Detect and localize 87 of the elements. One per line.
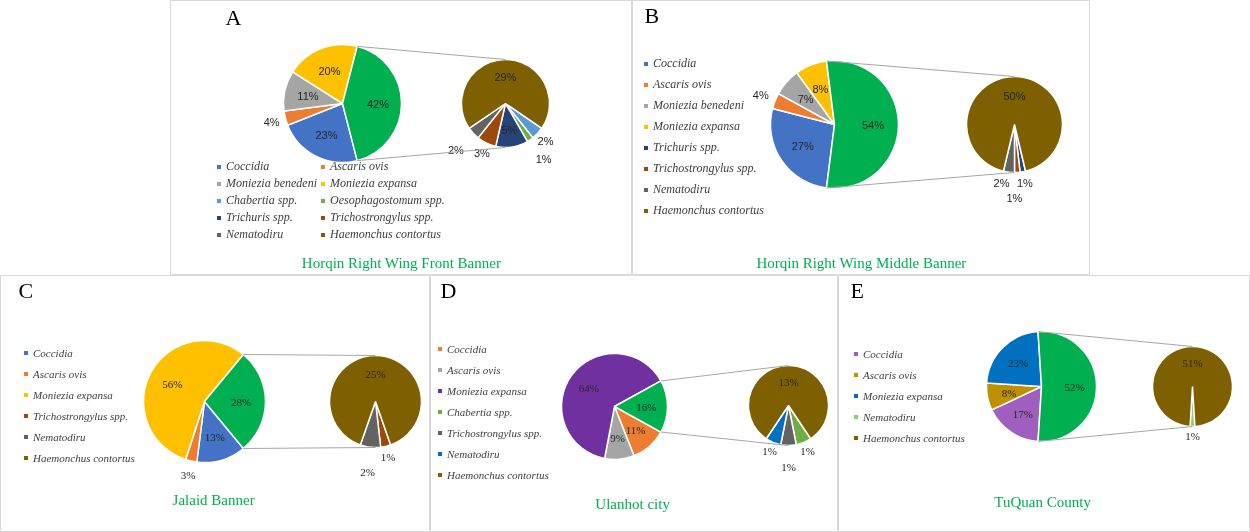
legend-label: Moniezia expansa [329, 176, 417, 191]
legend-label: Nematodiru [33, 429, 86, 445]
legend-label: Haemonchus contortus [329, 227, 441, 242]
legend-label: Ascaris ovis [863, 367, 917, 383]
text: A [225, 5, 242, 30]
data-label: 8% [1001, 386, 1017, 399]
data-label: 52% [1064, 380, 1085, 393]
legend-label: Trichostrongylus spp. [33, 408, 128, 424]
legend-label: Ascaris ovis [447, 362, 501, 378]
text: TuQuan County [994, 493, 1092, 510]
legend-label: Nematodiru [863, 409, 916, 425]
data-label: 54% [861, 118, 885, 131]
data-label: 56% [162, 377, 183, 390]
data-label: 8% [812, 82, 829, 95]
data-label: 11% [297, 89, 319, 102]
data-label: 13% [778, 375, 799, 388]
legend-label: Moniezia expansa [653, 118, 740, 135]
legend-label: Haemonchus contortus [447, 467, 549, 483]
data-label: 5% [501, 123, 518, 136]
legend-label: Chabertia spp. [447, 404, 513, 420]
legend-label: Nematodiru [226, 227, 284, 242]
data-label: 1% [781, 461, 796, 474]
data-label: 1% [762, 445, 777, 458]
data-label: 1% [1185, 430, 1200, 443]
legend-label: Oesophagostomum spp. [329, 193, 445, 208]
text: B [644, 3, 660, 28]
legend-label: Haemonchus contortus [33, 450, 135, 466]
text: C [18, 278, 34, 303]
data-label: 23% [315, 129, 338, 142]
legend-label: Chabertia spp. [226, 193, 298, 208]
data-label: 16% [636, 400, 657, 413]
text: D [440, 278, 457, 303]
legend-label: Coccidia [863, 346, 903, 362]
legend-label: Nematodiru [447, 446, 500, 462]
legend-label: Coccidia [33, 345, 73, 361]
data-label: 3% [180, 469, 196, 482]
data-label: 11% [625, 424, 646, 437]
legend-label: Coccidia [653, 55, 697, 72]
data-label: 1% [800, 445, 815, 458]
legend-label: Coccidia [226, 159, 270, 174]
data-label: 3% [473, 146, 490, 159]
data-label: 64% [578, 381, 599, 394]
data-label: 51% [1182, 356, 1203, 369]
text: Horqin Right Wing Middle Banner [756, 254, 967, 271]
data-label: 2% [537, 134, 554, 147]
text: E [850, 278, 864, 303]
data-label: 13% [204, 430, 225, 443]
data-label: 23% [1008, 357, 1029, 370]
data-label: 17% [1012, 407, 1034, 420]
legend-label: Ascaris ovis [329, 159, 389, 174]
data-label: 27% [791, 140, 814, 153]
data-label: 2% [993, 176, 1010, 189]
data-label: 1% [1006, 192, 1023, 205]
legend-label: Trichostrongylus spp. [447, 425, 542, 441]
legend-label: Coccidia [447, 341, 487, 357]
data-label: 42% [366, 97, 390, 110]
data-label: 2% [447, 143, 464, 156]
data-label: 1% [380, 451, 396, 464]
legend-label: Moniezia benedeni [653, 97, 744, 114]
legend-label: Moniezia benedeni [226, 176, 317, 191]
data-label: 25% [365, 367, 386, 380]
legend-label: Trichuris spp. [226, 210, 293, 225]
legend-label: Moniezia expansa [33, 387, 113, 403]
text: Horqin Right Wing Front Banner [301, 254, 501, 271]
text: Ulanhot city [595, 495, 671, 512]
data-label: 7% [797, 93, 814, 106]
legend-label: Ascaris ovis [653, 76, 712, 93]
legend-label: Moniezia expansa [447, 383, 527, 399]
data-label: 29% [494, 71, 517, 84]
legend-label: Trichuris spp. [653, 139, 720, 156]
data-label: 4% [263, 115, 280, 128]
legend-label: Haemonchus contortus [863, 430, 965, 446]
data-label: 28% [231, 395, 252, 408]
legend-label: Nematodiru [653, 181, 711, 198]
legend-label: Haemonchus contortus [653, 202, 764, 219]
data-label: 4% [752, 89, 769, 102]
legend-label: Trichostrongylus spp. [329, 210, 434, 225]
data-label: 20% [318, 64, 341, 77]
text: Jalaid Banner [172, 491, 255, 508]
data-label: 9% [610, 432, 625, 445]
legend-label: Moniezia expansa [863, 388, 943, 404]
data-label: 50% [1003, 89, 1026, 102]
legend-label: Trichostrongylus spp. [653, 160, 757, 177]
data-label: 1% [1016, 177, 1033, 190]
data-label: 2% [360, 465, 375, 478]
legend-label: Ascaris ovis [33, 366, 87, 382]
data-label: 1% [535, 153, 552, 166]
